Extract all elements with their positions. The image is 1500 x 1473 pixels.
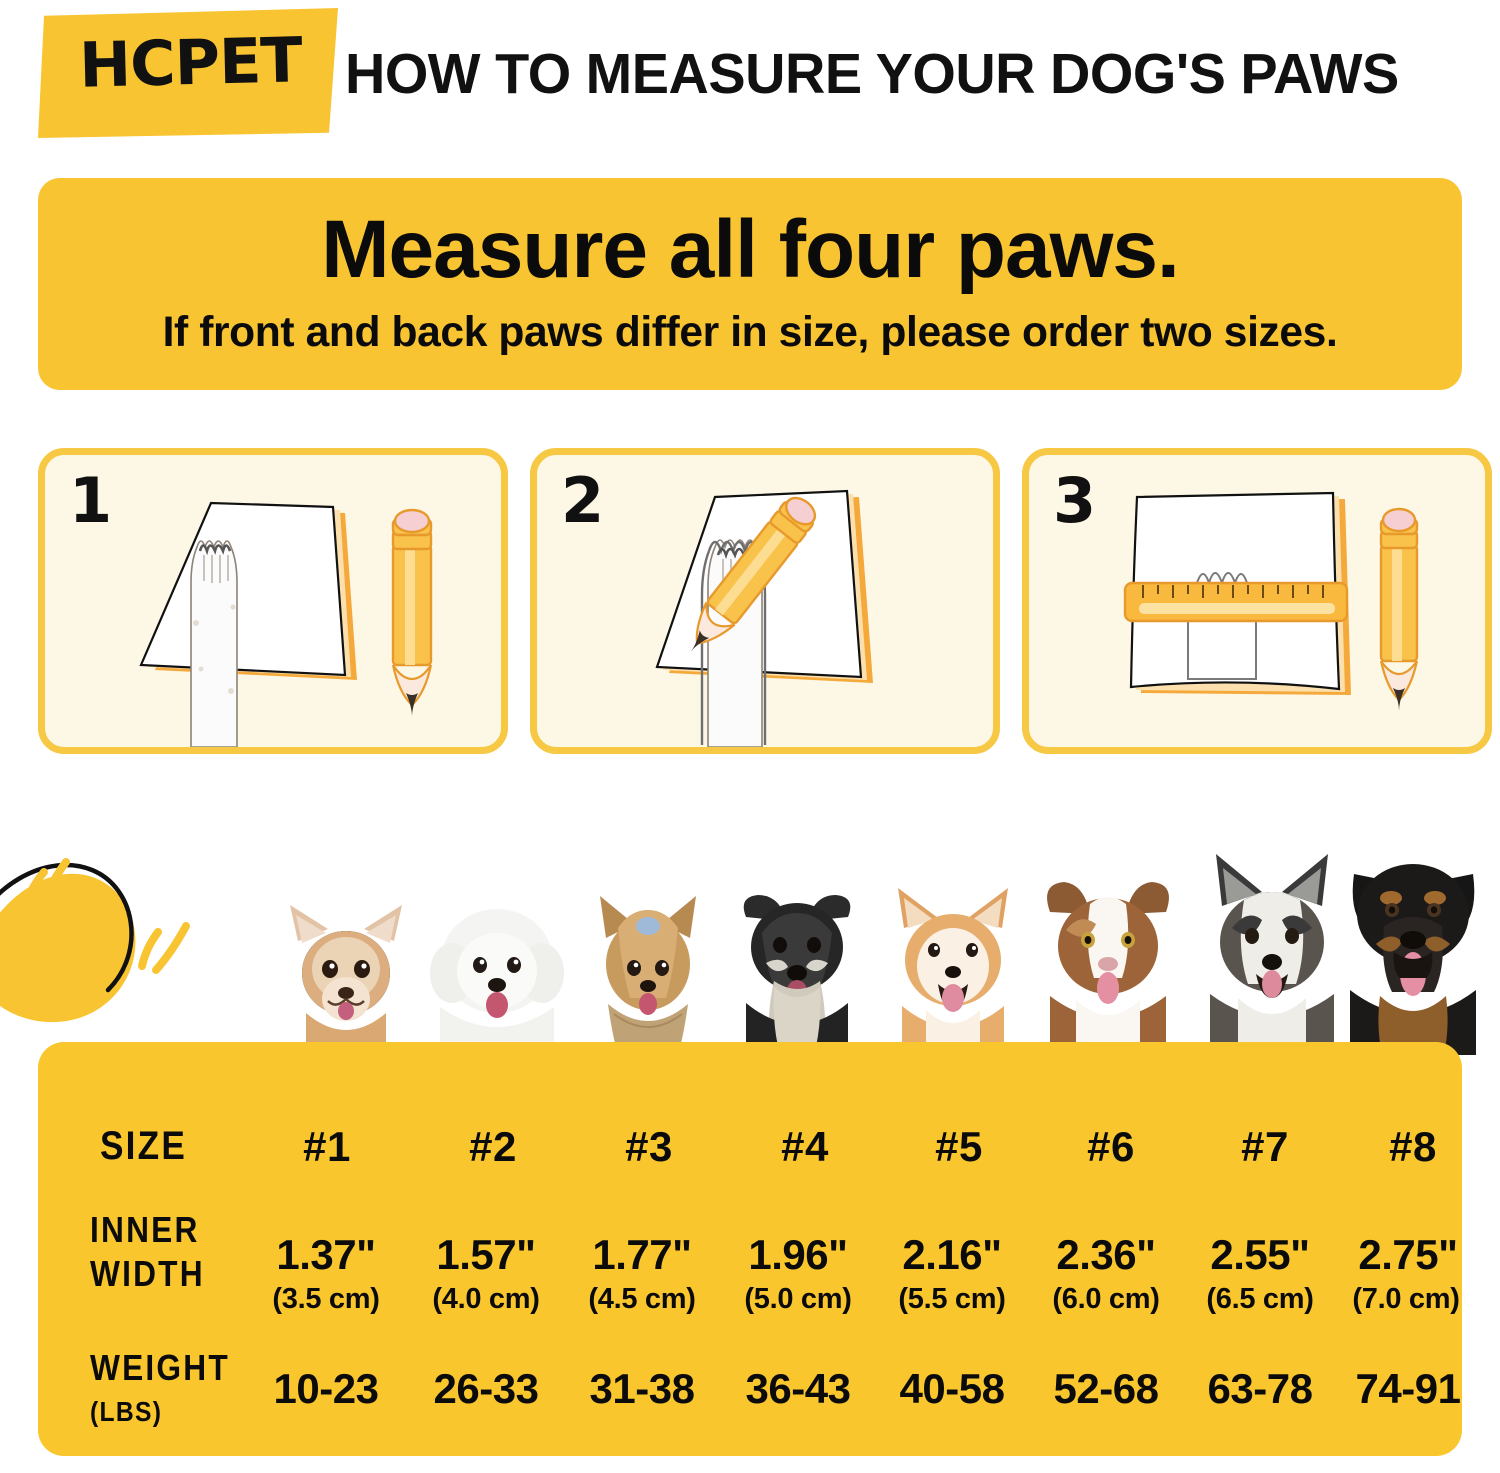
cell-weight-1: 10-23 [273, 1365, 379, 1412]
cell-weight-2: 26-33 [433, 1365, 539, 1412]
dog-photo-shiba-inu [878, 880, 1028, 1055]
row-label-weight-line1: WEIGHT [90, 1347, 230, 1388]
tracing-paw-illustration [655, 489, 873, 747]
cell-size-1: #1 [303, 1123, 351, 1170]
cell-weight-8: 74-91 [1355, 1365, 1461, 1412]
cell-inner-cm-1: (3.5 cm) [272, 1283, 380, 1315]
steps-section: 1 [0, 448, 1500, 754]
row-label-size: SIZE [100, 1124, 188, 1168]
dog-photo-yorkshire-terrier [578, 880, 718, 1055]
step-number-1: 1 [69, 464, 113, 537]
row-label-inner-width: INNER WIDTH [90, 1208, 205, 1296]
cell-weight-6: 52-68 [1053, 1365, 1159, 1412]
cell-size-6: #6 [1087, 1123, 1135, 1170]
banner-subtext: If front and back paws differ in size, p… [162, 308, 1338, 356]
ruler-measuring-illustration [1123, 491, 1419, 711]
dog-photo-australian-shepherd [1028, 860, 1188, 1055]
measure-all-paws-banner: Measure all four paws. If front and back… [38, 178, 1462, 390]
row-label-inner-line2: WIDTH [90, 1253, 205, 1294]
row-label-inner-line1: INNER [90, 1209, 200, 1250]
page-title: HOW TO MEASURE YOUR DOG'S PAWS [345, 42, 1399, 106]
size-chart-table: SIZE #1 #2 #3 #4 #5 #6 #7 #8 INNER WIDTH… [38, 1042, 1462, 1456]
dog-photo-husky [1192, 850, 1352, 1055]
cell-size-3: #3 [625, 1123, 673, 1170]
cell-inner-in-8: 2.75" [1358, 1231, 1458, 1278]
cell-inner-in-5: 2.16" [902, 1231, 1002, 1278]
cell-inner-cm-5: (5.5 cm) [898, 1283, 1006, 1315]
wagging-tail-icon [0, 858, 190, 1023]
table-row-inner-width: INNER WIDTH 1.37" (3.5 cm) 1.57" (4.0 cm… [38, 1209, 1462, 1330]
cell-weight-7: 63-78 [1207, 1365, 1313, 1412]
dog-photo-bichon-frise [422, 885, 572, 1055]
cell-inner-in-6: 2.36" [1056, 1231, 1156, 1278]
cell-inner-cm-6: (6.0 cm) [1052, 1283, 1160, 1315]
step-card-2: 2 [530, 448, 1000, 754]
step-number-2: 2 [561, 464, 605, 537]
cell-inner-cm-3: (4.5 cm) [588, 1283, 696, 1315]
brand-logo-text: HCPET [78, 23, 303, 102]
row-label-weight-line2: (LBS) [90, 1396, 163, 1427]
banner-headline: Measure all four paws. [321, 204, 1180, 295]
paw-on-paper-illustration [139, 501, 433, 747]
cell-inner-in-4: 1.96" [748, 1231, 848, 1278]
dog-breed-strip [0, 800, 1500, 1055]
header: HCPET HOW TO MEASURE YOUR DOG'S PAWS [0, 0, 1500, 150]
cell-weight-5: 40-58 [899, 1365, 1005, 1412]
dog-photo-chihuahua [276, 895, 416, 1055]
step-card-1: 1 [38, 448, 508, 754]
row-label-weight: WEIGHT (LBS) [90, 1346, 230, 1434]
cell-weight-3: 31-38 [589, 1365, 695, 1412]
table-row-weight: WEIGHT (LBS) 10-23 26-33 31-38 36-43 40-… [38, 1347, 1462, 1452]
cell-inner-cm-4: (5.0 cm) [744, 1283, 852, 1315]
cell-inner-in-3: 1.77" [592, 1231, 692, 1278]
cell-size-2: #2 [469, 1123, 517, 1170]
brand-logo-plate [38, 8, 338, 138]
table-row-size: SIZE #1 #2 #3 #4 #5 #6 #7 #8 [38, 1120, 1462, 1180]
cell-inner-cm-7: (6.5 cm) [1206, 1283, 1314, 1315]
cell-size-7: #7 [1241, 1123, 1289, 1170]
cell-size-8: #8 [1389, 1123, 1437, 1170]
cell-inner-cm-2: (4.0 cm) [432, 1283, 540, 1315]
cell-size-5: #5 [935, 1123, 983, 1170]
cell-weight-4: 36-43 [745, 1365, 851, 1412]
cell-inner-in-7: 2.55" [1210, 1231, 1310, 1278]
cell-inner-in-1: 1.37" [276, 1231, 376, 1278]
cell-inner-in-2: 1.57" [436, 1231, 536, 1278]
cell-inner-cm-8: (7.0 cm) [1352, 1283, 1460, 1315]
step-card-3: 3 [1022, 448, 1492, 754]
cell-size-4: #4 [781, 1123, 829, 1170]
step-number-3: 3 [1053, 464, 1097, 537]
dog-photo-rottweiler [1336, 840, 1491, 1055]
dog-photo-schnauzer [722, 875, 872, 1055]
